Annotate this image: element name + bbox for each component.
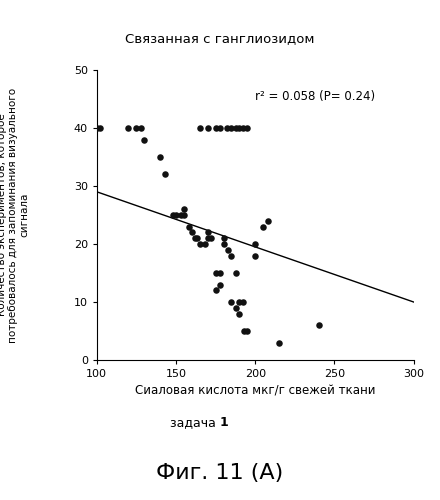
Point — [217, 280, 224, 288]
Point — [180, 205, 187, 213]
Point — [239, 124, 246, 132]
Point — [204, 124, 211, 132]
Point — [212, 286, 219, 294]
Point — [125, 124, 132, 132]
Point — [93, 124, 100, 132]
Text: Количество экспериментов, которое
потребовалось для запоминания визуального
сигн: Количество экспериментов, которое потреб… — [0, 88, 30, 342]
Point — [201, 240, 208, 248]
Point — [225, 246, 232, 254]
Point — [264, 217, 271, 225]
Point — [172, 211, 180, 219]
Point — [241, 327, 248, 335]
Point — [204, 228, 211, 236]
Point — [244, 124, 251, 132]
Point — [177, 211, 184, 219]
Point — [191, 234, 198, 242]
Point — [315, 321, 322, 329]
Point — [233, 269, 240, 277]
Point — [138, 124, 145, 132]
Text: 1: 1 — [220, 416, 229, 429]
Point — [204, 234, 211, 242]
Point — [260, 222, 267, 230]
Point — [212, 124, 219, 132]
Point — [96, 124, 103, 132]
Point — [180, 211, 187, 219]
X-axis label: Сиаловая кислота мкг/г свежей ткани: Сиаловая кислота мкг/г свежей ткани — [135, 384, 375, 398]
Point — [161, 170, 169, 178]
Point — [228, 298, 235, 306]
Text: Связанная с ганглиозидом: Связанная с ганглиозидом — [125, 32, 315, 45]
Point — [220, 234, 227, 242]
Point — [228, 124, 235, 132]
Point — [252, 240, 259, 248]
Point — [217, 269, 224, 277]
Point — [212, 269, 219, 277]
Point — [223, 124, 230, 132]
Point — [196, 124, 203, 132]
Text: Фиг. 11 (А): Фиг. 11 (А) — [156, 462, 284, 482]
Point — [141, 136, 148, 143]
Point — [193, 234, 200, 242]
Point — [188, 228, 195, 236]
Point — [207, 234, 214, 242]
Point — [244, 327, 251, 335]
Point — [157, 153, 164, 161]
Point — [196, 240, 203, 248]
Point — [236, 124, 243, 132]
Point — [236, 310, 243, 318]
Point — [217, 124, 224, 132]
Point — [133, 124, 140, 132]
Text: задача: задача — [170, 416, 220, 429]
Point — [236, 298, 243, 306]
Text: r² = 0.058 (P= 0.24): r² = 0.058 (P= 0.24) — [255, 90, 375, 104]
Point — [239, 298, 246, 306]
Point — [275, 338, 282, 346]
Point — [228, 252, 235, 260]
Point — [252, 252, 259, 260]
Point — [233, 304, 240, 312]
Point — [233, 124, 240, 132]
Point — [169, 211, 176, 219]
Point — [185, 222, 192, 230]
Point — [220, 240, 227, 248]
